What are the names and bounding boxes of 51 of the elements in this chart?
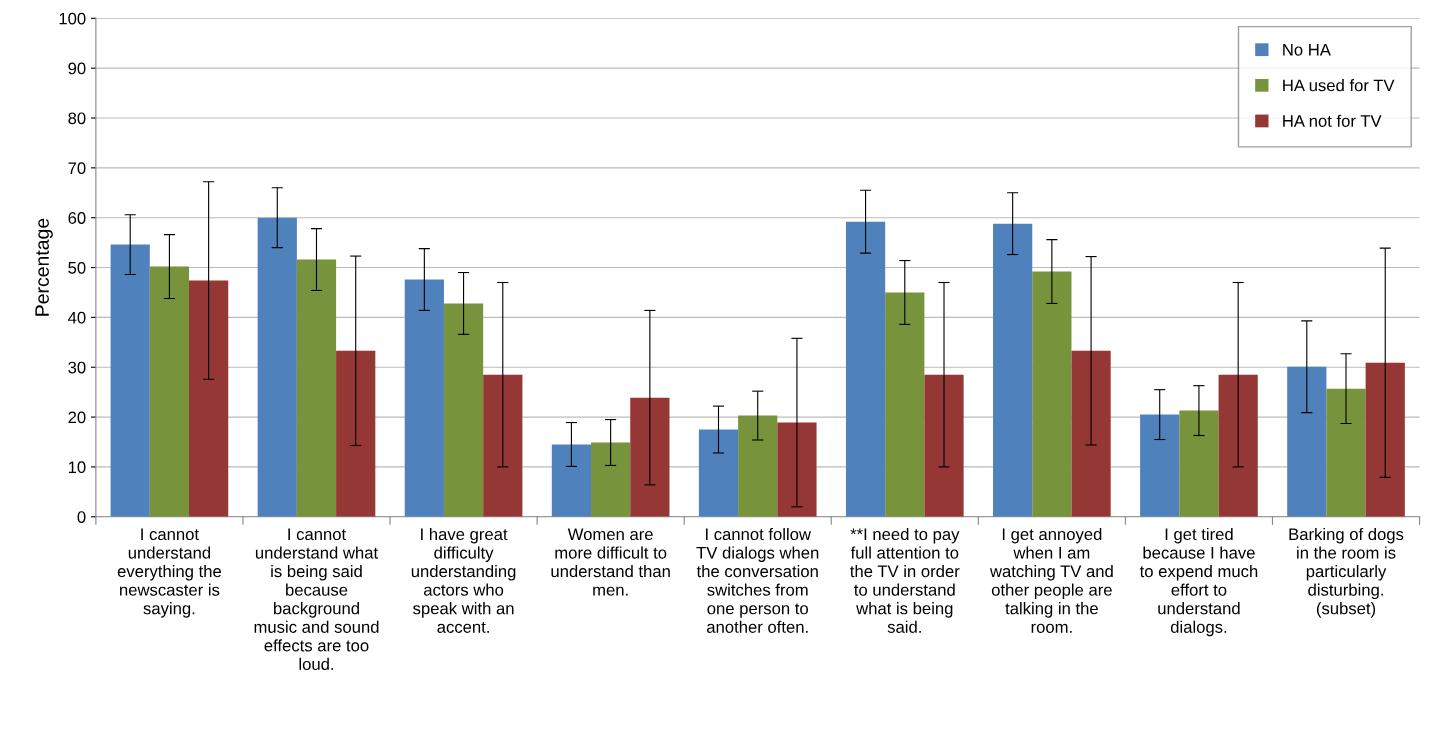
y-tick-label: 20	[68, 411, 86, 424]
bar	[483, 374, 523, 517]
bar	[1032, 271, 1072, 517]
bar	[257, 217, 297, 517]
bar	[336, 350, 376, 517]
bar	[296, 259, 337, 517]
bar	[110, 244, 150, 517]
y-tick-label: 70	[68, 162, 86, 175]
legend-label: HA not for TV	[1283, 114, 1382, 127]
x-tick-label: **I need to pay full attention to the TV in order to understand what is being said.	[850, 527, 960, 633]
y-tick-label: 80	[68, 112, 86, 125]
x-tick-label: I cannot understand everything the newscaster is saying.	[117, 528, 222, 618]
bar	[1218, 374, 1258, 517]
x-tick-label: I have great difficulty understanding actors who speak with an accent.	[411, 527, 516, 633]
bar	[924, 374, 964, 517]
y-tick-label: 90	[68, 62, 86, 75]
y-tick-label: 50	[68, 261, 86, 274]
y-axis-title: Percentage	[35, 218, 53, 316]
bar	[1140, 414, 1180, 517]
x-tick-label: I cannot understand what is being said because background music and sound effects are too loud.	[254, 528, 379, 671]
bar	[404, 279, 444, 517]
legend-label: HA used for TV	[1283, 79, 1395, 92]
bar	[777, 422, 817, 517]
x-tick-label: I cannot follow TV dialogs when the conversation switches from one person to another often.	[696, 527, 819, 633]
bar	[630, 397, 670, 517]
x-tick-label: Barking of dogs in the room is particularly disturbing. (subset)	[1289, 527, 1404, 618]
y-tick-label: 40	[68, 311, 86, 324]
y-tick-label: 10	[68, 461, 86, 474]
x-tick-label: I get tired because I have to expend much effort to understand dialogs.	[1139, 527, 1258, 637]
y-tick-label: 0	[77, 511, 86, 523]
bar	[591, 442, 631, 517]
bar	[738, 415, 778, 517]
bar	[1287, 366, 1327, 517]
bar	[1365, 362, 1405, 517]
bar	[1179, 410, 1219, 517]
x-tick-label: I get annoyed when I am watching TV and other people are talking in the room.	[989, 527, 1113, 633]
bar	[443, 303, 484, 517]
bar	[1071, 350, 1111, 517]
x-tick-label: Women are more difficult to understand than men.	[551, 528, 670, 596]
bar	[885, 292, 925, 517]
y-tick-label: 60	[68, 212, 86, 224]
bar	[698, 429, 739, 517]
y-tick-label: 30	[68, 361, 86, 374]
legend-label: No HA	[1283, 44, 1331, 56]
bar	[551, 444, 592, 517]
y-tick-label: 100	[59, 12, 86, 25]
bar	[1326, 388, 1366, 517]
bar	[993, 223, 1033, 517]
bar	[845, 221, 886, 517]
bar	[189, 280, 229, 517]
bar	[149, 266, 190, 517]
